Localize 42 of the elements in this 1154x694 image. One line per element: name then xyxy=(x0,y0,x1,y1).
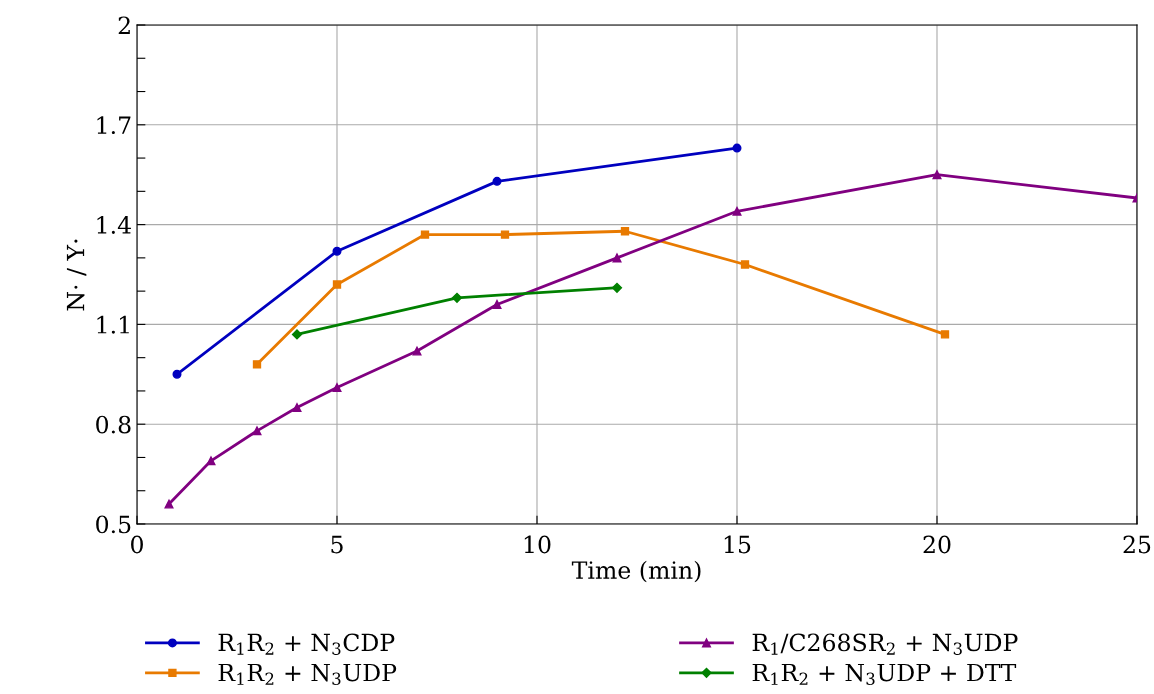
point xyxy=(291,329,303,340)
point xyxy=(332,383,342,393)
point xyxy=(492,176,502,186)
x-tick-label: 15 xyxy=(724,535,751,554)
x-axis-title: Time (min) xyxy=(571,560,701,583)
legend-label: R$_{1}$R$_{2}$ + N$_{3}$CDP xyxy=(218,633,395,655)
y-axis-title: N· / Y· xyxy=(66,239,87,311)
point xyxy=(252,360,262,369)
point xyxy=(932,170,942,180)
point xyxy=(164,499,174,509)
point xyxy=(611,282,623,293)
x-tick-label: 10 xyxy=(524,535,551,554)
y-tick-label: 0.8 xyxy=(96,415,131,434)
point xyxy=(732,206,742,216)
x-tick-label: 20 xyxy=(923,535,951,554)
point xyxy=(500,230,510,239)
point xyxy=(940,330,950,339)
point xyxy=(451,292,463,303)
legend-label: R$_{1}$R$_{2}$ + N$_{3}$UDP + DTT xyxy=(752,663,1017,686)
point xyxy=(732,143,742,153)
x-tick-label: 25 xyxy=(1123,535,1151,554)
point xyxy=(206,456,216,466)
point xyxy=(412,346,422,356)
point xyxy=(620,227,630,236)
y-tick-label: 1.7 xyxy=(97,116,131,135)
y-tick-label: 0.5 xyxy=(96,515,131,534)
point xyxy=(332,280,342,289)
x-tick-label: 0 xyxy=(131,535,143,554)
point xyxy=(420,230,430,239)
y-tick-label: 1.1 xyxy=(97,315,129,334)
point xyxy=(612,253,622,263)
point xyxy=(740,260,750,269)
legend-label: R$_{1}$R$_{2}$ + N$_{3}$UDP xyxy=(218,663,397,686)
x-tick-label: 5 xyxy=(331,535,343,554)
point xyxy=(172,369,182,379)
point xyxy=(492,299,502,309)
point xyxy=(332,246,342,256)
y-tick-label: 2 xyxy=(118,16,130,34)
y-tick-label: 1.4 xyxy=(97,216,131,234)
legend-label: R$_{1}$/C268SR$_{2}$ + N$_{3}$UDP xyxy=(752,633,1018,655)
point xyxy=(252,426,262,436)
point xyxy=(292,403,302,413)
